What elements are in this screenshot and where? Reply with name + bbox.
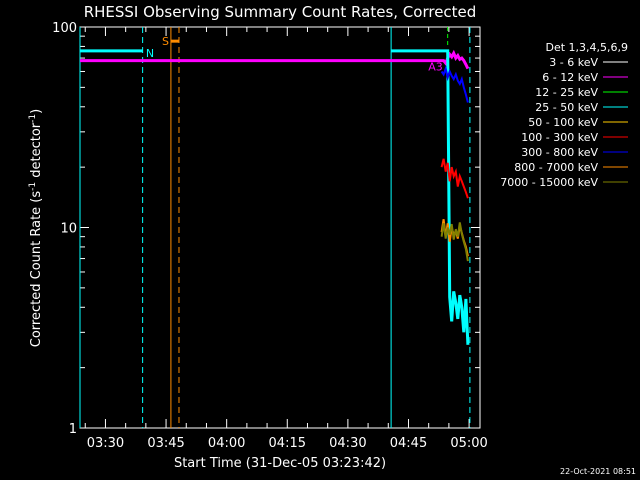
n-label: N: [146, 47, 154, 60]
legend-label: 300 - 800 keV: [521, 146, 598, 159]
x-tick-label: 04:00: [208, 436, 245, 451]
x-tick-label: 04:45: [390, 436, 427, 451]
series-line: [80, 49, 470, 70]
legend-label: 7000 - 15000 keV: [500, 176, 598, 189]
series-line: [440, 222, 469, 262]
plot-frame: [79, 26, 481, 429]
legend-title: Det 1,3,4,5,6,9: [545, 41, 628, 54]
legend: Det 1,3,4,5,6,9 3 - 6 keV 6 - 12 keV 12 - …: [500, 41, 628, 189]
y-axis-title-end: ): [29, 109, 44, 114]
timestamp: 22-Oct-2021 08:51: [560, 467, 636, 476]
legend-label: 6 - 12 keV: [542, 71, 598, 84]
series-line: [440, 158, 469, 199]
svg-text:Corrected Count Rate (s-1 dete: Corrected Count Rate (s-1 detector-1): [28, 109, 44, 347]
a3-label: A3: [428, 61, 443, 74]
series-line: [391, 49, 470, 345]
legend-label: 25 - 50 keV: [535, 101, 598, 114]
y-tick-label: 10: [60, 222, 77, 237]
y-tick-label: 1: [69, 422, 77, 437]
legend-label: 3 - 6 keV: [549, 56, 598, 69]
chart-title: RHESSI Observing Summary Count Rates, Co…: [84, 3, 477, 21]
plot-area: 1 10 100 03:30 03:45 04:00 04:15 04:30 04:45 05:0…: [52, 21, 488, 451]
y-axis-title-sup1: -1: [28, 182, 38, 191]
x-axis-title: Start Time (31-Dec-05 03:23:42): [174, 456, 386, 471]
y-axis-title-mid: detector: [29, 122, 44, 182]
y-axis-title-main: Corrected Count Rate (s: [29, 191, 44, 348]
legend-label: 100 - 300 keV: [521, 131, 598, 144]
y-axis-title-sup2: -1: [28, 114, 38, 123]
y-axis-title: Corrected Count Rate (s-1 detector-1): [28, 109, 44, 347]
x-tick-label: 04:15: [269, 436, 306, 451]
s-label: S: [162, 35, 169, 48]
x-tick-label: 03:45: [147, 436, 184, 451]
legend-label: 50 - 100 keV: [528, 116, 598, 129]
y-tick-label: 100: [52, 21, 77, 36]
x-tick-label: 04:30: [329, 436, 366, 451]
series-line: [440, 65, 469, 103]
legend-label: 800 - 7000 keV: [514, 161, 598, 174]
legend-label: 12 - 25 keV: [535, 86, 598, 99]
x-tick-label: 03:30: [87, 436, 124, 451]
x-tick-label: 05:00: [450, 436, 487, 451]
